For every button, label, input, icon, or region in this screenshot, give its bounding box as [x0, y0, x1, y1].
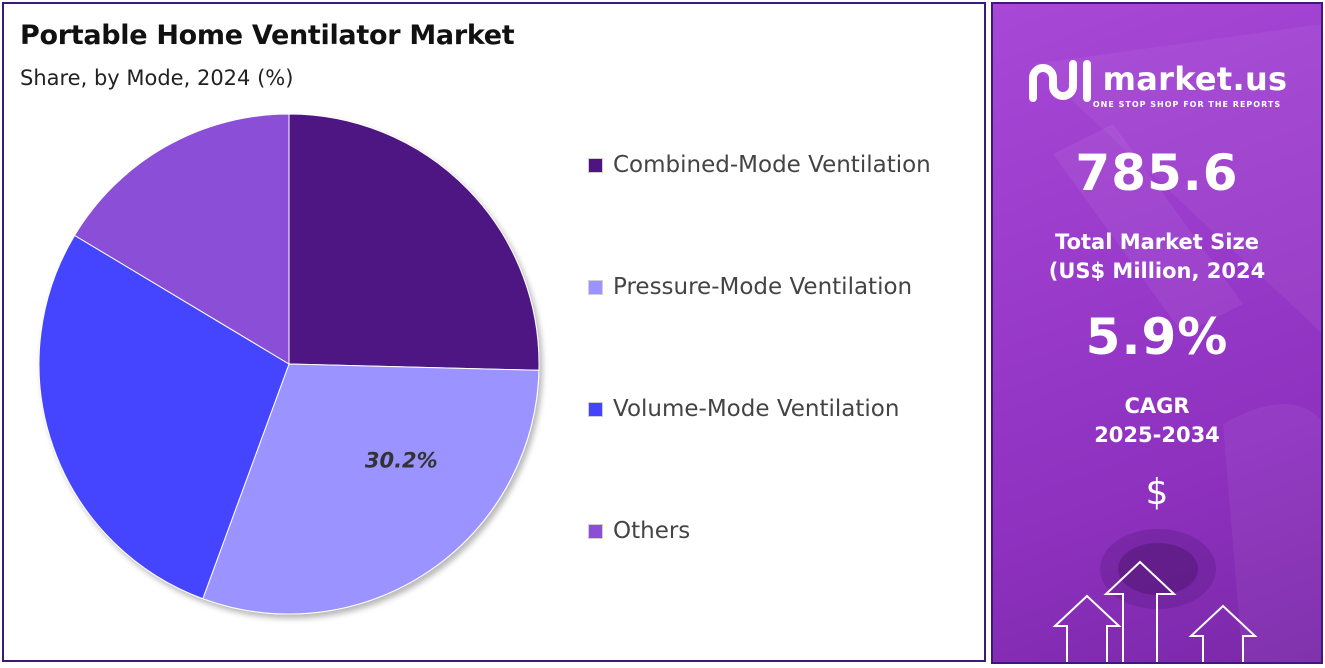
- pie-chart: 30.2%: [38, 113, 540, 615]
- legend-label: Others: [613, 518, 691, 544]
- pie-data-label: 30.2%: [365, 449, 438, 473]
- market-size-label-line-2: (US$ Million, 2024: [1048, 259, 1266, 283]
- side-panel: market.us ONE STOP SHOP FOR THE REPORTS …: [991, 2, 1323, 664]
- legend-swatch: [588, 401, 603, 417]
- legend-label: Combined-Mode Ventilation: [613, 152, 931, 178]
- market-size-label-line-1: Total Market Size: [1055, 230, 1259, 254]
- cagr-label: CAGR 2025-2034: [993, 392, 1321, 450]
- dollar-icon: $: [1145, 472, 1169, 513]
- legend-swatch: [588, 523, 603, 539]
- legend-swatch: [588, 279, 603, 295]
- pie-slice-pressure-mode-ventilation: [202, 363, 540, 615]
- legend-swatch: [588, 157, 603, 173]
- pie-slice-volume-mode-ventilation: [38, 234, 290, 600]
- brand-tagline: ONE STOP SHOP FOR THE REPORTS: [1092, 100, 1282, 109]
- side-panel-background: [1033, 24, 1321, 662]
- legend-item-pressure-mode-ventilation: Pressure-Mode Ventilation: [588, 274, 912, 300]
- market-us-logo-icon: [1028, 60, 1091, 102]
- cagr-value: 5.9%: [1085, 308, 1229, 366]
- pie-slice-others: [73, 113, 290, 365]
- cagr-label-line-2: 2025-2034: [1094, 423, 1220, 447]
- brand: market.us ONE STOP SHOP FOR THE REPORTS: [993, 56, 1321, 109]
- up-arrows-icon: [1052, 560, 1258, 662]
- cagr-label-line-1: CAGR: [1124, 394, 1190, 418]
- market-size-value: 785.6: [1075, 144, 1239, 202]
- legend-item-others: Others: [588, 518, 690, 544]
- legend-item-volume-mode-ventilation: Volume-Mode Ventilation: [588, 396, 899, 422]
- chart-subtitle: Share, by Mode, 2024 (%): [20, 66, 294, 90]
- pie-slice-combined-mode-ventilation: [288, 113, 540, 371]
- chart-panel: Portable Home Ventilator Market Share, b…: [2, 2, 986, 662]
- legend-label: Pressure-Mode Ventilation: [613, 274, 913, 300]
- legend-item-combined-mode-ventilation: Combined-Mode Ventilation: [588, 152, 931, 178]
- brand-name: market.us: [1102, 60, 1288, 98]
- chart-title: Portable Home Ventilator Market: [20, 20, 515, 51]
- market-size-label: Total Market Size (US$ Million, 2024: [993, 228, 1321, 286]
- legend-label: Volume-Mode Ventilation: [613, 396, 900, 422]
